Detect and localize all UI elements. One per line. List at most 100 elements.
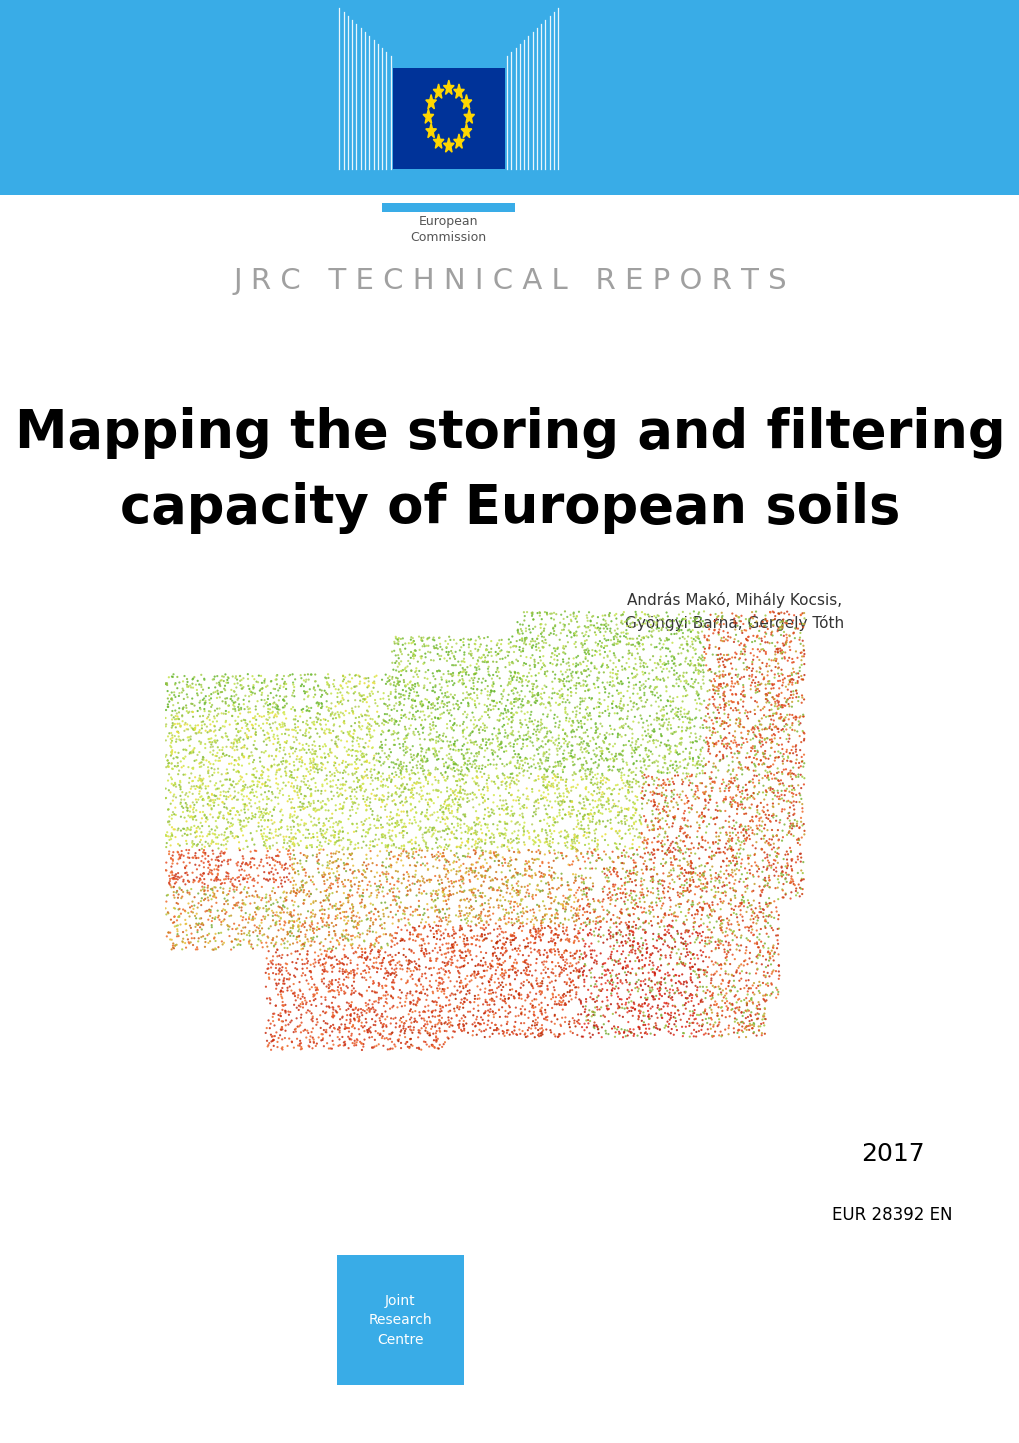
Point [267,763,283,786]
Point [246,874,262,898]
Point [209,899,225,922]
Point [685,628,701,651]
Point [435,926,451,949]
Point [524,605,540,628]
Point [678,919,694,942]
Point [679,837,695,860]
Point [381,737,397,760]
Point [758,859,774,882]
Point [477,1001,493,1025]
Point [622,687,638,710]
Point [766,605,783,628]
Point [460,980,476,1003]
Point [681,717,697,740]
Point [731,1026,747,1049]
Point [581,877,597,900]
Point [656,752,673,775]
Point [324,882,340,905]
Point [501,850,518,873]
Point [428,779,444,802]
Point [646,964,662,987]
Point [344,792,361,815]
Point [180,675,197,698]
Point [769,769,786,792]
Point [519,600,535,623]
Point [439,937,455,960]
Point [424,804,440,827]
Point [262,1017,278,1040]
Point [432,737,448,760]
Point [281,835,298,859]
Point [737,635,753,658]
Point [353,811,369,834]
Point [753,651,769,674]
Point [323,846,339,869]
Point [684,747,700,771]
Point [419,1013,435,1036]
Point [605,857,622,880]
Point [612,900,629,924]
Point [532,944,548,967]
Point [680,861,696,885]
Point [371,870,387,893]
Point [531,645,547,668]
Point [644,659,660,683]
Point [694,877,710,900]
Point [336,944,353,967]
Point [562,720,579,743]
Point [656,967,673,990]
Point [454,802,471,825]
Point [654,869,671,892]
Point [265,961,281,984]
Point [214,899,230,922]
Point [282,843,299,866]
Point [274,898,290,921]
Point [166,681,182,704]
Point [244,869,260,892]
Point [794,720,810,743]
Point [174,885,191,908]
Point [340,808,357,831]
Point [374,1016,390,1039]
Point [710,623,727,646]
Point [396,674,413,697]
Point [517,949,533,973]
Point [751,807,767,830]
Point [633,674,649,697]
Point [394,772,411,795]
Point [625,691,641,714]
Point [398,821,415,844]
Point [736,857,752,880]
Point [554,893,571,916]
Point [460,913,476,937]
Point [722,742,739,765]
Point [253,823,269,846]
Point [274,713,290,736]
Point [768,841,785,864]
Point [189,817,205,840]
Point [685,869,701,892]
Point [303,662,319,685]
Point [611,877,628,900]
Point [684,955,700,978]
Point [568,838,584,861]
Point [384,945,400,968]
Point [643,723,659,746]
Point [666,838,683,861]
Point [296,889,312,912]
Point [697,654,713,677]
Point [334,677,351,700]
Point [351,1006,367,1029]
Point [698,870,714,893]
Point [391,978,408,1001]
Point [259,837,275,860]
Point [794,749,810,772]
Point [491,804,507,827]
Point [461,642,477,665]
Point [454,977,471,1000]
Point [158,672,174,696]
Point [667,895,684,918]
Point [521,885,537,908]
Point [723,821,740,844]
Point [648,706,664,729]
